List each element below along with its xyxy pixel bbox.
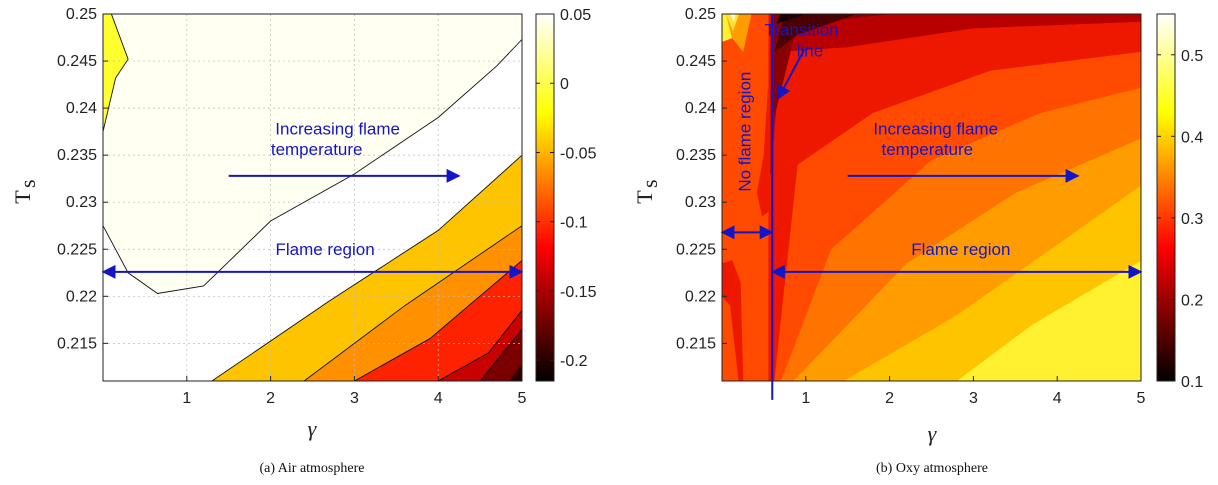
axis-ticks: 1 2 3 4 5 0.215 0.22 0.225 0.23 0.235 0.24 0.245 0.2… xyxy=(57,6,527,407)
colorbar xyxy=(535,13,555,382)
y-tick-label: 0.23 xyxy=(66,194,97,211)
colorbar xyxy=(1156,13,1176,382)
colorbar-tick-label: -0.1 xyxy=(560,215,588,232)
contour-region-5 xyxy=(767,14,1141,381)
y-axis-label: T s xyxy=(10,179,40,203)
contour-line xyxy=(103,39,522,294)
y-tick-label: 0.22 xyxy=(685,288,716,305)
y-tick-label: 0.235 xyxy=(676,147,716,164)
annotation-text: Flame region xyxy=(911,240,1010,259)
colorbar-tick-label: 0 xyxy=(560,76,569,93)
y-axis-label-sub: s xyxy=(637,179,662,188)
x-tick-label: 1 xyxy=(182,390,191,407)
y-axis-label-main: T xyxy=(10,190,35,204)
colorbar-tick-label: 0.2 xyxy=(1181,292,1203,309)
contour-region-8 xyxy=(774,14,857,53)
arrow xyxy=(777,49,806,100)
y-axis-label-sub: s xyxy=(15,179,40,188)
colorbar-ticks: 0.05 0 -0.05 -0.1 -0.15 -0.2 xyxy=(536,7,597,370)
annotation-text: Transition xyxy=(765,21,839,40)
x-tick-label: 5 xyxy=(1137,390,1146,407)
axes-box xyxy=(721,13,1142,382)
caption: (a) Air atmosphere xyxy=(260,461,365,476)
contour-fills xyxy=(103,14,522,381)
y-tick-label: 0.225 xyxy=(57,241,97,258)
colorbar-tick-label: 0.3 xyxy=(1181,211,1203,228)
grid-lines xyxy=(103,14,522,381)
annotations: Increasing flame temperature Flame region xyxy=(101,119,524,279)
contour-line xyxy=(479,328,522,381)
x-axis-label: γ xyxy=(308,416,318,441)
x-tick-label: 3 xyxy=(969,390,978,407)
annotation-text: Flame region xyxy=(275,240,374,259)
colorbar-tick-label: 0.1 xyxy=(1181,374,1203,391)
contour-fills xyxy=(722,14,1141,381)
contour-region-14 xyxy=(725,14,740,32)
x-tick-label: 3 xyxy=(350,390,359,407)
contour-line xyxy=(354,260,522,381)
y-tick-label: 0.22 xyxy=(66,288,97,305)
contour-region-7 xyxy=(509,363,522,381)
colorbar-ticks: 0.5 0.4 0.3 0.2 0.1 xyxy=(1157,48,1203,391)
y-tick-label: 0.215 xyxy=(57,335,97,352)
colorbar-tick-label: -0.05 xyxy=(560,145,597,162)
contour-region-15 xyxy=(730,14,736,23)
contour-line xyxy=(437,310,522,381)
x-axis-label: γ xyxy=(928,421,938,446)
y-axis-label-main: T xyxy=(632,190,657,204)
y-tick-label: 0.245 xyxy=(57,53,97,70)
y-tick-label: 0.225 xyxy=(676,241,716,258)
axis-ticks: 1 2 3 4 5 0.215 0.22 0.225 0.23 0.235 0.24 0.245 0.2… xyxy=(676,6,1146,407)
x-tick-label: 2 xyxy=(885,390,894,407)
colorbar-tick-label: -0.2 xyxy=(560,353,588,370)
y-tick-label: 0.25 xyxy=(685,6,716,23)
contour-line xyxy=(103,14,129,132)
y-tick-label: 0.235 xyxy=(57,147,97,164)
annotation-text: Increasing flame xyxy=(873,119,998,138)
contour-region-9 xyxy=(776,14,806,24)
x-tick-label: 1 xyxy=(801,390,810,407)
colorbar-tick-label: -0.15 xyxy=(560,284,597,301)
contour-line xyxy=(303,225,522,381)
annotation-text: No flame region xyxy=(735,72,754,192)
colorbar-tick-label: 0.05 xyxy=(560,7,591,24)
y-tick-label: 0.24 xyxy=(685,100,716,117)
axes-box xyxy=(102,13,523,382)
annotation-text: temperature xyxy=(881,140,973,159)
colorbar-tick-label: 0.4 xyxy=(1181,129,1203,146)
x-tick-label: 2 xyxy=(266,390,275,407)
y-tick-label: 0.245 xyxy=(676,53,716,70)
contour-region-11 xyxy=(722,260,744,381)
contour-region-12 xyxy=(756,89,769,217)
y-tick-label: 0.24 xyxy=(66,100,97,117)
y-tick-label: 0.25 xyxy=(66,6,97,23)
caption: (b) Oxy atmosphere xyxy=(876,461,988,476)
colorbar-tick-label: 0.5 xyxy=(1181,48,1203,65)
x-tick-label: 5 xyxy=(518,390,527,407)
annotation-text: line xyxy=(797,41,823,60)
y-axis-label: T s xyxy=(632,179,662,203)
annotation-text: Increasing flame xyxy=(275,119,400,138)
y-tick-label: 0.215 xyxy=(676,335,716,352)
annotation-text: temperature xyxy=(271,140,363,159)
x-tick-label: 4 xyxy=(434,390,443,407)
x-tick-label: 4 xyxy=(1053,390,1062,407)
y-tick-label: 0.23 xyxy=(685,194,716,211)
